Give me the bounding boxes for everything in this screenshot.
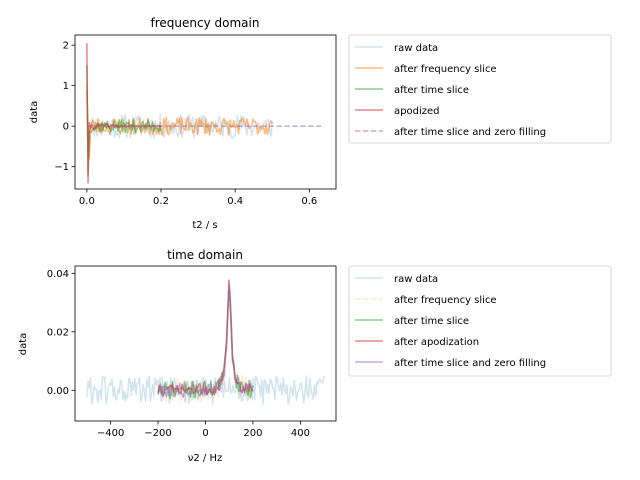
legend: raw data after frequency slice after time … <box>348 34 612 144</box>
series-line <box>157 283 254 398</box>
legend: raw data after frequency slice after time … <box>348 265 612 377</box>
x-axis: 0.0 0.2 0.4 0.6 <box>79 189 317 207</box>
x-tick-label: −400 <box>97 428 124 439</box>
legend-frame <box>348 34 612 144</box>
legend-label: after time slice and zero filling <box>394 127 546 138</box>
frequency-domain-panel: frequency domain 0.0 0.2 0.4 0.6 −1 0 1 2 t2 /… <box>29 16 612 231</box>
y-tick-label: 0.02 <box>47 327 69 338</box>
legend-label: raw data <box>394 43 438 54</box>
legend-label: apodized <box>394 106 439 117</box>
x-axis: −400 −200 0 200 400 <box>97 421 310 439</box>
legend-label: after time slice <box>394 316 469 327</box>
chart-title: time domain <box>167 248 243 262</box>
y-axis-label: data <box>18 333 29 356</box>
x-tick-label: 400 <box>291 428 310 439</box>
x-tick-label: 0 <box>202 428 208 439</box>
y-axis: 0.00 0.02 0.04 <box>47 269 75 397</box>
plot-area <box>86 279 325 406</box>
x-tick-label: 0.2 <box>153 196 169 207</box>
axes-frame <box>74 34 337 190</box>
x-tick-label: 0.0 <box>79 196 95 207</box>
y-tick-label: 1 <box>63 81 69 92</box>
y-tick-label: 0.04 <box>47 269 69 280</box>
legend-label: after time slice and zero filling <box>394 358 546 369</box>
series-line <box>86 375 325 406</box>
y-tick-label: 0.00 <box>47 386 69 397</box>
y-tick-label: 2 <box>63 41 69 52</box>
x-tick-label: 200 <box>243 428 262 439</box>
plot-area <box>86 43 325 184</box>
y-tick-label: −1 <box>54 162 69 173</box>
y-axis-label: data <box>29 101 40 124</box>
x-axis-label: t2 / s <box>192 220 217 231</box>
y-axis: −1 0 1 2 <box>54 41 75 173</box>
series-line <box>157 279 254 397</box>
time-domain-panel: time domain −400 −200 0 200 400 0.00 0.02 0.04… <box>18 248 612 464</box>
x-tick-label: 0.4 <box>227 196 243 207</box>
legend-label: after apodization <box>394 337 479 348</box>
legend-frame <box>348 265 612 377</box>
series-line <box>86 89 273 160</box>
x-tick-label: 0.6 <box>301 196 317 207</box>
chart-title: frequency domain <box>151 16 260 30</box>
legend-label: after frequency slice <box>394 295 497 306</box>
x-tick-label: −200 <box>144 428 171 439</box>
y-tick-label: 0 <box>63 122 69 133</box>
legend-label: after time slice <box>394 85 469 96</box>
legend-label: raw data <box>394 274 438 285</box>
x-axis-label: ν2 / Hz <box>188 453 222 464</box>
legend-label: after frequency slice <box>394 64 497 75</box>
